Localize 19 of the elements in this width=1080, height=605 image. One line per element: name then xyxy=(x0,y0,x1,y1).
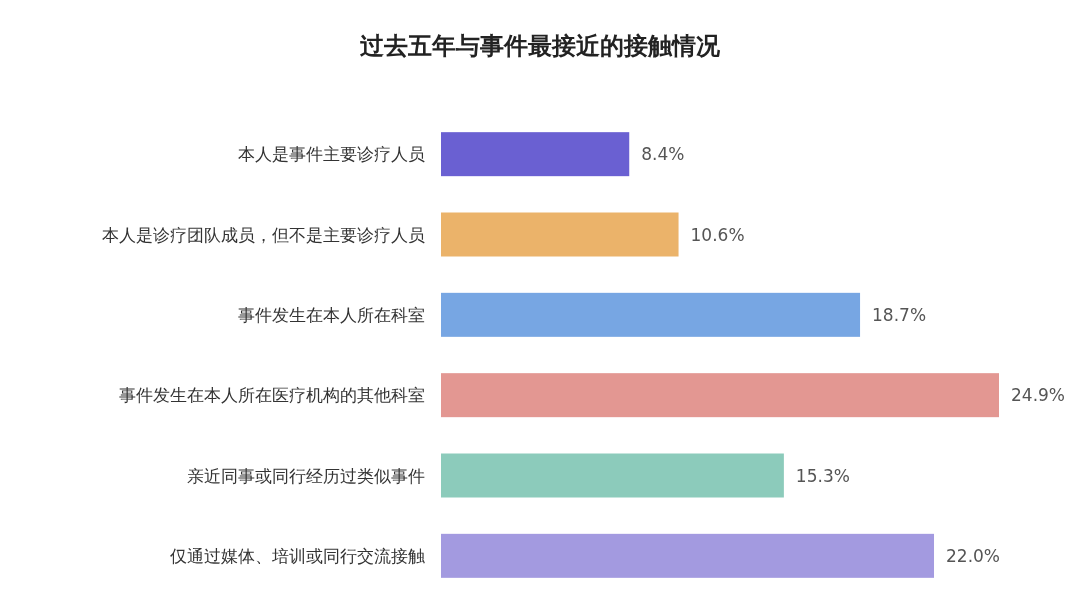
data-label: 24.9% xyxy=(1011,385,1066,406)
y-tick-label: 亲近同事或同行经历过类似事件 xyxy=(187,465,425,486)
y-tick-label: 本人是诊疗团队成员，但不是主要诊疗人员 xyxy=(102,224,425,245)
data-label: 10.6% xyxy=(690,224,745,245)
data-label: 18.7% xyxy=(872,304,927,325)
chart-title: 过去五年与事件最接近的接触情况 xyxy=(359,32,721,60)
bar xyxy=(441,373,999,418)
y-tick-label: 仅通过媒体、培训或同行交流接触 xyxy=(170,545,425,566)
data-label: 22.0% xyxy=(946,545,1001,566)
bar xyxy=(441,453,784,498)
bar xyxy=(441,533,935,578)
y-tick-label: 事件发生在本人所在科室 xyxy=(238,304,425,325)
bar xyxy=(441,132,630,177)
bar xyxy=(441,292,861,337)
data-label: 15.3% xyxy=(795,465,850,486)
data-label: 8.4% xyxy=(641,144,685,165)
y-tick-label: 事件发生在本人所在医疗机构的其他科室 xyxy=(119,385,425,406)
y-tick-label: 本人是事件主要诊疗人员 xyxy=(238,144,425,165)
bar xyxy=(441,212,679,257)
